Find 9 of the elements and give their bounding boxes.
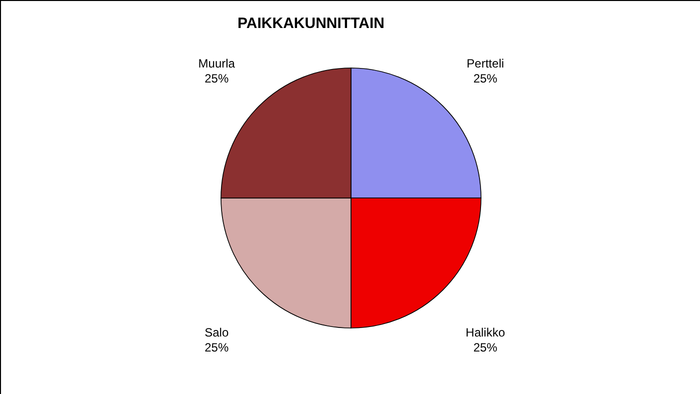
slice-label: Muurla [198, 56, 236, 71]
data-label: 25% [473, 72, 498, 86]
slice-label: Salo [204, 325, 229, 340]
chart-title: PAIKKAKUNNITTAIN [238, 15, 384, 32]
slice-label: Halikko [466, 325, 506, 340]
slice-label: Pertteli [466, 56, 504, 71]
data-label: 25% [473, 340, 498, 354]
data-label: 25% [204, 72, 229, 86]
data-label: 25% [204, 340, 229, 354]
